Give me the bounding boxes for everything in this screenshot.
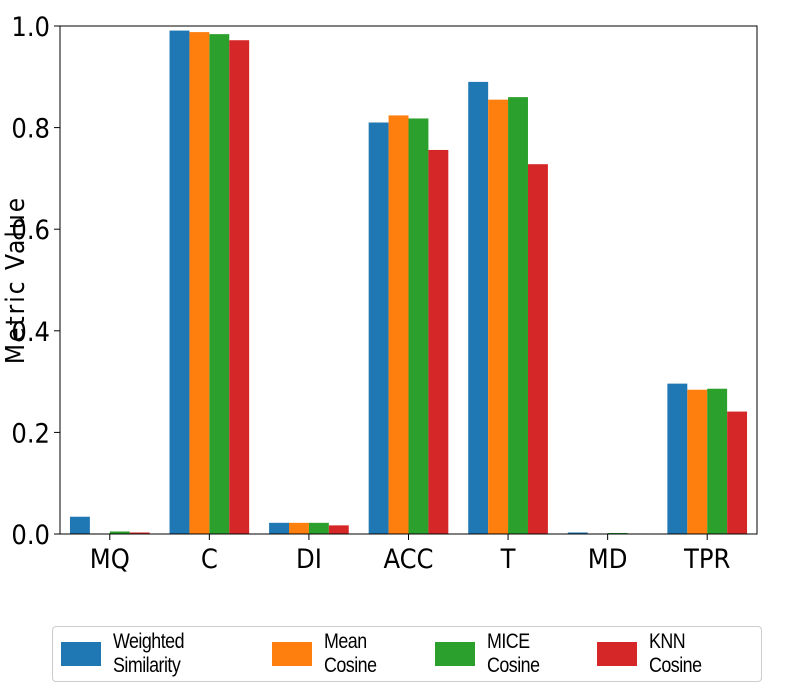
bar-mice-cosine-tpr xyxy=(707,388,728,534)
bar-mean-cosine-c xyxy=(189,32,210,534)
legend-label: Mean Cosine xyxy=(323,630,377,677)
bar-mean-cosine-tpr xyxy=(687,389,708,534)
bar-weighted-similarity-t xyxy=(468,81,489,534)
bar-weighted-similarity-md xyxy=(567,532,588,534)
bar-weighted-similarity-c xyxy=(169,30,190,534)
legend-label: Weighted Similarity xyxy=(112,630,185,677)
y-tick-label: 0.0 xyxy=(11,520,50,551)
bar-mice-cosine-di xyxy=(308,522,329,534)
bar-knn-cosine-c xyxy=(229,40,250,534)
x-tick-label: TPR xyxy=(683,544,730,575)
bar-weighted-similarity-acc xyxy=(368,122,389,535)
legend-item: Mean Cosine xyxy=(272,630,435,678)
bar-chart: 0.0 0.2 0.4 0.6 0.8 1.0 MQ C DI ACC T MD TPR Metric … xyxy=(1,12,758,575)
x-tick-label: MQ xyxy=(90,544,130,575)
bar-mean-cosine-t xyxy=(488,99,509,534)
bar-knn-cosine-acc xyxy=(428,149,449,534)
x-tick-label: MD xyxy=(588,544,628,575)
bar-mice-cosine-md xyxy=(607,532,628,534)
bar-mean-cosine-di xyxy=(289,522,309,534)
legend-label: KNN Cosine xyxy=(649,630,702,677)
y-tick-label: 0.6 xyxy=(11,215,50,246)
legend-swatch xyxy=(61,642,101,666)
bar-mice-cosine-t xyxy=(508,97,528,535)
legend-swatch xyxy=(272,642,312,666)
y-tick-label: 0.4 xyxy=(11,317,50,348)
y-tick-label: 0.2 xyxy=(11,418,50,449)
legend-item: MICE Cosine xyxy=(434,630,598,678)
bar-mice-cosine-acc xyxy=(408,118,429,535)
y-tick-label: 1.0 xyxy=(11,12,50,43)
x-tick-label: DI xyxy=(296,544,322,575)
x-tick-label: T xyxy=(500,544,516,575)
legend-label: MICE Cosine xyxy=(486,630,540,677)
legend-swatch xyxy=(597,642,638,666)
bar-mice-cosine-mq xyxy=(109,531,130,534)
bar-knn-cosine-mq xyxy=(129,532,150,534)
bar-knn-cosine-di xyxy=(328,525,349,534)
bar-weighted-similarity-di xyxy=(269,522,290,534)
bar-mice-cosine-c xyxy=(209,34,230,534)
bar-knn-cosine-t xyxy=(527,164,548,534)
legend-item: Weighted Similarity xyxy=(61,630,272,678)
legend-item: KNN Cosine xyxy=(597,630,753,678)
bar-weighted-similarity-mq xyxy=(69,516,90,534)
legend: Weighted Similarity Mean Cosine MICE Cosin… xyxy=(52,626,762,682)
bar-mean-cosine-acc xyxy=(388,115,409,534)
x-tick-label: ACC xyxy=(383,544,433,575)
y-axis-label: Metric Value xyxy=(1,196,31,364)
bar-weighted-similarity-tpr xyxy=(667,383,688,534)
y-tick-label: 0.8 xyxy=(11,114,50,145)
legend-swatch xyxy=(434,642,475,666)
x-tick-label: C xyxy=(201,544,218,575)
bar-knn-cosine-tpr xyxy=(727,411,748,534)
